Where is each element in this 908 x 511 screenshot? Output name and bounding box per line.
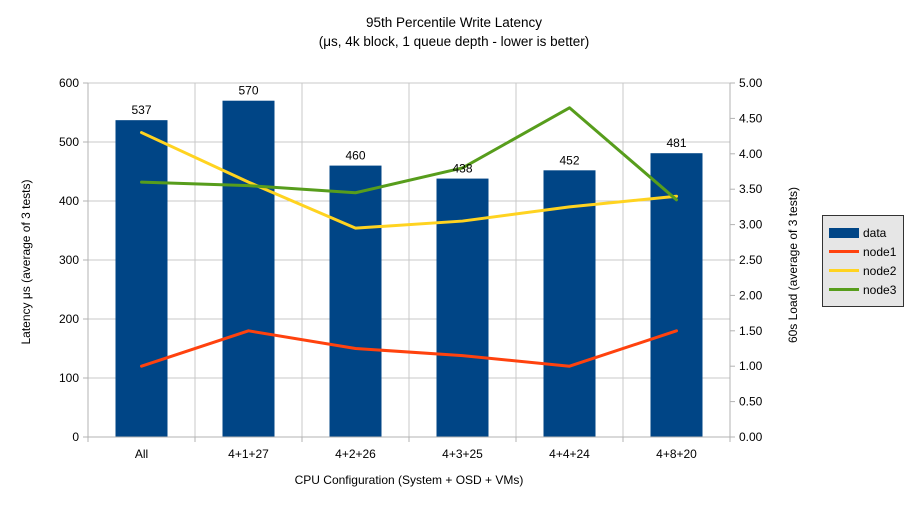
bar-value-label: 537 — [131, 103, 151, 117]
bar-4+2+26 — [329, 165, 382, 437]
right-tick-label: 1.50 — [739, 324, 763, 338]
right-tick-label: 2.50 — [739, 253, 763, 267]
right-tick-label: 2.00 — [739, 288, 763, 302]
left-tick-label: 500 — [59, 135, 79, 149]
line-node3 — [140, 106, 678, 202]
legend-label: node3 — [863, 282, 897, 297]
x-tick-label: 4+2+26 — [335, 447, 376, 461]
bar-4+4+24 — [543, 170, 596, 437]
x-tick-label: 4+1+27 — [228, 447, 269, 461]
left-tick-label: 600 — [59, 76, 79, 90]
right-tick-label: 1.00 — [739, 359, 763, 373]
line-node1 — [140, 329, 678, 368]
legend-item-data: data — [829, 223, 897, 242]
chart-title: 95th Percentile Write Latency — [365, 15, 543, 30]
right-tick-label: 0.00 — [739, 430, 763, 444]
left-tick-label: 300 — [59, 253, 79, 267]
bar-value-label: 438 — [452, 162, 472, 176]
x-tick-label: All — [135, 447, 148, 461]
x-axis-title: CPU Configuration (System + OSD + VMs) — [294, 473, 524, 487]
legend-swatch-node2 — [829, 269, 859, 272]
legend-swatch-data — [829, 227, 859, 238]
left-tick-label: 100 — [59, 371, 79, 385]
legend: data node1 node2 node3 — [822, 215, 904, 307]
legend-item-node1: node1 — [829, 242, 897, 261]
bar-value-label: 570 — [238, 84, 258, 98]
right-tick-label: 0.50 — [739, 395, 763, 409]
x-tick-label: 4+3+25 — [442, 447, 483, 461]
left-axis-title: Latency μs (average of 3 tests) — [19, 179, 33, 345]
right-axis-title: 60s Load (average of 3 tests) — [786, 186, 800, 344]
bar-value-label: 481 — [666, 136, 686, 150]
right-tick-label: 4.50 — [739, 111, 763, 125]
legend-item-node3: node3 — [829, 280, 897, 299]
right-tick-label: 5.00 — [739, 76, 763, 90]
left-tick-label: 200 — [59, 312, 79, 326]
legend-label: node2 — [863, 263, 897, 278]
bar-value-label: 452 — [559, 153, 579, 167]
legend-label: node1 — [863, 244, 897, 259]
left-tick-label: 400 — [59, 194, 79, 208]
right-tick-label: 3.00 — [739, 218, 763, 232]
legend-label: data — [863, 225, 887, 240]
x-tick-label: 4+8+20 — [656, 447, 697, 461]
x-tick-label: 4+4+24 — [549, 447, 590, 461]
chart-subtitle: (μs, 4k block, 1 queue depth - lower is … — [318, 34, 590, 49]
right-tick-label: 4.00 — [739, 147, 763, 161]
line-node2 — [140, 131, 678, 230]
bar-value-label: 460 — [345, 149, 365, 163]
legend-swatch-node3 — [829, 288, 859, 291]
legend-item-node2: node2 — [829, 261, 897, 280]
bar-All — [115, 120, 168, 438]
right-tick-label: 3.50 — [739, 182, 763, 196]
legend-swatch-node1 — [829, 250, 859, 253]
bar-4+1+27 — [222, 100, 275, 437]
left-tick-label: 0 — [72, 430, 79, 444]
